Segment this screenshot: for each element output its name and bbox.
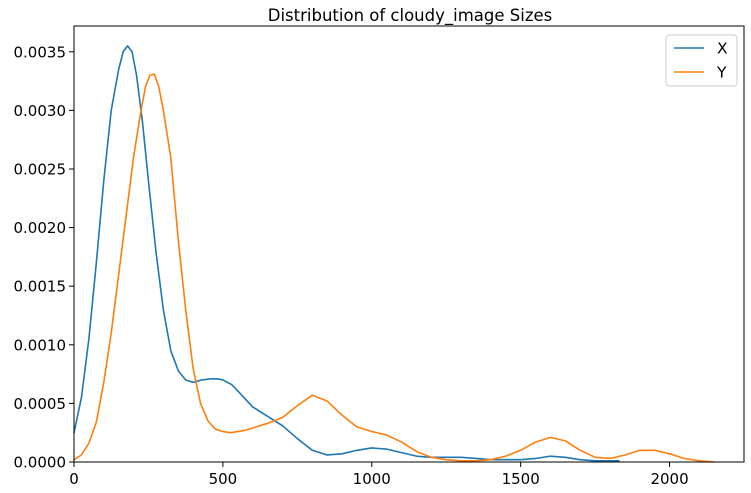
x-tick-label: 0: [69, 470, 79, 488]
series-layer: [73, 45, 716, 463]
legend-label-x: X: [717, 40, 728, 58]
y-tick-label: 0.0005: [14, 395, 67, 413]
y-tick-label: 0.0020: [14, 219, 67, 237]
y-tick-label: 0.0030: [14, 102, 67, 120]
y-tick-label: 0.0025: [14, 160, 67, 178]
x-tick-label: 1000: [353, 470, 391, 488]
legend: XY: [665, 34, 738, 87]
x-tick-label: 1500: [502, 470, 540, 488]
plot-area: [73, 25, 745, 463]
chart-title: Distribution of cloudy_image Sizes: [268, 6, 552, 26]
axes-frame: [73, 25, 745, 463]
x-tick-label: 500: [209, 470, 238, 488]
legend-label-y: Y: [716, 64, 727, 82]
x-axis: 0 500 1000 1500 2000: [69, 462, 689, 488]
series-line-x: [73, 45, 620, 462]
y-axis: 0.0000 0.0005 0.0010 0.0015 0.0020 0.0025 0.00…: [14, 43, 74, 472]
y-tick-label: 0.0000: [14, 454, 67, 472]
x-tick-label: 2000: [650, 470, 688, 488]
y-tick-label: 0.0015: [14, 278, 67, 296]
y-tick-label: 0.0010: [14, 336, 67, 354]
y-tick-label: 0.0035: [14, 43, 67, 61]
series-line-y: [73, 73, 716, 463]
